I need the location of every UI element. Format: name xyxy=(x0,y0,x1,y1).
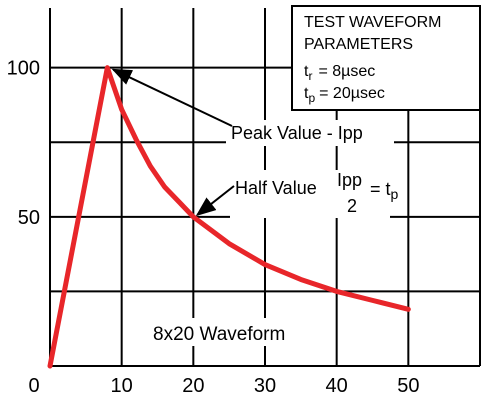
pulse-time-subscript: p xyxy=(308,91,315,105)
half-value-label: Half Value xyxy=(235,178,317,198)
rise-time-value: = 8µsec xyxy=(318,63,375,80)
parameters-box: TEST WAVEFORM PARAMETERS tr = 8µsec tp = 2… xyxy=(291,5,481,111)
x-tick-label: 50 xyxy=(397,375,419,397)
x-tick-label: 30 xyxy=(254,375,276,397)
pulse-time-value: = 20µsec xyxy=(319,85,385,102)
waveform-curve-layer xyxy=(47,65,411,369)
half-label-bg xyxy=(230,170,390,218)
peak-value-label: Peak Value - Ipp xyxy=(231,123,363,143)
y-tick-label: 100 xyxy=(7,58,40,80)
rise-time-subscript: r xyxy=(308,69,312,83)
annotations: Peak Value - Ipp Half Value Ipp 2 = tp 8… xyxy=(111,68,399,346)
waveform-label-bg xyxy=(148,318,326,346)
half-arrow xyxy=(195,185,235,217)
peak-arrow xyxy=(111,68,233,127)
rise-time-symbol: t xyxy=(304,63,309,80)
half-value-numerator: Ipp xyxy=(337,170,362,190)
waveform-line xyxy=(47,65,411,369)
pulse-time-symbol: t xyxy=(304,85,309,102)
half-value-eq-text: = t xyxy=(370,179,391,199)
pulse-time-param: tp = 20µsec xyxy=(304,85,385,105)
peak-label-bg xyxy=(226,120,394,146)
y-tick-label: 50 xyxy=(18,207,40,229)
x-tick-label: 10 xyxy=(111,375,133,397)
tick-labels: 0 10 20 30 40 50 50 100 xyxy=(7,58,420,397)
rise-time-param: tr = 8µsec xyxy=(304,63,375,83)
x-tick-label: 20 xyxy=(182,375,204,397)
x-tick-label: 40 xyxy=(326,375,348,397)
parameters-title-line1: TEST WAVEFORM xyxy=(304,14,441,31)
half-value-equation: = tp xyxy=(370,179,399,202)
waveform-label: 8x20 Waveform xyxy=(153,324,285,345)
parameters-title-line2: PARAMETERS xyxy=(304,36,413,53)
parameters-box-frame xyxy=(291,5,481,111)
half-value-denominator: 2 xyxy=(347,196,357,216)
half-value-eq-subscript: p xyxy=(391,186,399,202)
x-tick-label: 0 xyxy=(28,375,39,397)
